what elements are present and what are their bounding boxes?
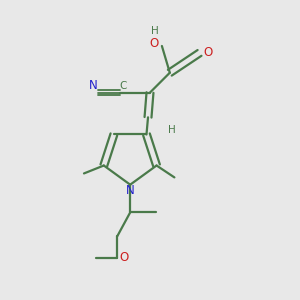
Text: C: C [120, 81, 127, 91]
Text: O: O [204, 46, 213, 59]
Text: N: N [89, 79, 98, 92]
Text: O: O [149, 38, 159, 50]
Text: O: O [120, 251, 129, 265]
Text: H: H [168, 125, 176, 135]
Text: H: H [151, 26, 159, 36]
Text: N: N [126, 184, 135, 197]
